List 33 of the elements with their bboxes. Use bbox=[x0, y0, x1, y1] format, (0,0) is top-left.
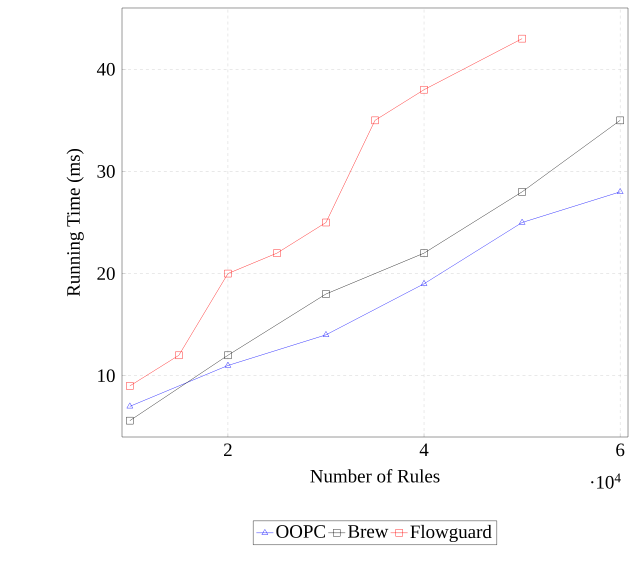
point bbox=[616, 188, 624, 194]
point bbox=[371, 116, 379, 124]
point bbox=[126, 402, 134, 408]
text: ·10$^{4}$ bbox=[591, 474, 621, 489]
point bbox=[224, 270, 232, 278]
point bbox=[420, 249, 428, 257]
x-tick-label: 2 bbox=[224, 444, 232, 456]
point bbox=[322, 218, 330, 226]
point bbox=[126, 416, 134, 424]
point bbox=[273, 249, 281, 257]
point bbox=[322, 290, 330, 298]
y-tick-label: 40 bbox=[96, 62, 115, 76]
y-tick-label: 10 bbox=[98, 369, 115, 382]
point bbox=[224, 352, 232, 359]
point bbox=[420, 280, 428, 286]
y-tick-label: 30 bbox=[97, 165, 115, 178]
x-tick-label: 6 bbox=[616, 444, 624, 456]
legend-label: Flowguard bbox=[410, 524, 492, 542]
point bbox=[175, 352, 183, 359]
point bbox=[518, 188, 526, 196]
point bbox=[616, 116, 624, 124]
x-tick-label: 4 bbox=[420, 444, 428, 456]
point bbox=[420, 86, 428, 94]
y-tick-label: 20 bbox=[97, 267, 115, 280]
point bbox=[518, 218, 526, 224]
x-axis-title: Number of Rules bbox=[310, 469, 440, 483]
point bbox=[126, 382, 134, 390]
point bbox=[224, 362, 232, 368]
point bbox=[322, 331, 330, 337]
legend-label: OOPC bbox=[276, 525, 325, 538]
point bbox=[518, 34, 526, 42]
legend-label: Brew bbox=[348, 525, 388, 538]
y-axis-title: Running Time (ms) bbox=[66, 149, 84, 296]
